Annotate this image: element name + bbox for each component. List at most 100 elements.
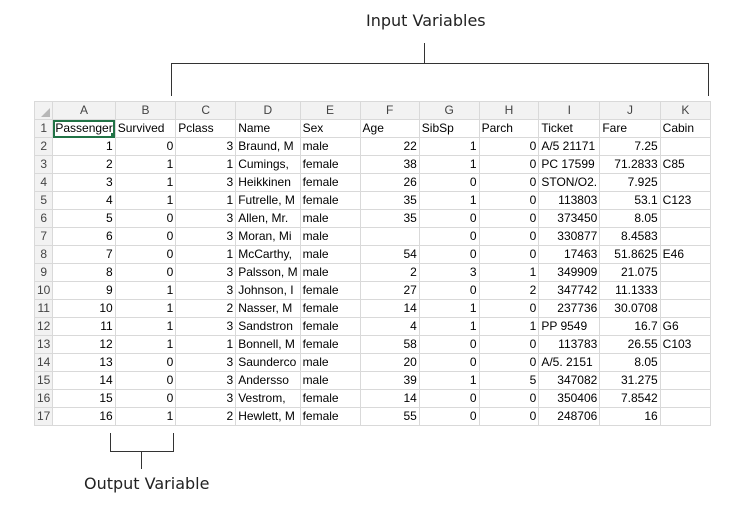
cell[interactable]: 1: [478, 263, 540, 282]
cell[interactable]: 30.0708: [599, 299, 661, 318]
cell[interactable]: 3: [52, 173, 116, 192]
header-cell[interactable]: Passenger: [52, 119, 116, 138]
cell[interactable]: 0: [114, 263, 177, 282]
cell[interactable]: 0: [478, 173, 540, 192]
cell[interactable]: 0: [114, 371, 177, 390]
cell[interactable]: 0: [114, 137, 177, 156]
cell[interactable]: 1: [114, 173, 177, 192]
cell[interactable]: 55: [359, 407, 420, 426]
cell[interactable]: 71.2833: [599, 155, 661, 174]
cell[interactable]: 7.925: [599, 173, 661, 192]
cell[interactable]: female: [299, 389, 361, 408]
column-header[interactable]: A: [52, 101, 116, 120]
cell[interactable]: 1: [175, 245, 237, 264]
cell[interactable]: male: [299, 371, 361, 390]
column-header[interactable]: D: [235, 101, 301, 120]
cell[interactable]: 0: [418, 353, 480, 372]
cell[interactable]: female: [299, 281, 361, 300]
cell[interactable]: female: [299, 407, 361, 426]
cell[interactable]: 26.55: [599, 335, 661, 354]
cell[interactable]: 2: [175, 299, 237, 318]
cell[interactable]: 17463: [538, 245, 601, 264]
cell[interactable]: 8.4583: [599, 227, 661, 246]
cell[interactable]: Andersso: [235, 371, 301, 390]
header-cell[interactable]: Sex: [299, 119, 361, 138]
cell[interactable]: C123: [659, 191, 711, 210]
cell[interactable]: 0: [114, 227, 177, 246]
cell[interactable]: 14: [52, 371, 116, 390]
row-header[interactable]: 1: [34, 119, 54, 138]
cell[interactable]: 3: [175, 173, 237, 192]
row-header[interactable]: 6: [34, 209, 54, 228]
cell[interactable]: Bonnell, M: [235, 335, 301, 354]
cell[interactable]: 16: [599, 407, 661, 426]
cell[interactable]: 0: [418, 335, 480, 354]
cell[interactable]: 3: [175, 389, 237, 408]
cell[interactable]: 1: [478, 317, 540, 336]
cell[interactable]: male: [299, 227, 361, 246]
cell[interactable]: 16.7: [599, 317, 661, 336]
cell[interactable]: 350406: [538, 389, 601, 408]
cell[interactable]: female: [299, 335, 361, 354]
cell[interactable]: female: [299, 191, 361, 210]
row-header[interactable]: 11: [34, 299, 54, 318]
header-cell[interactable]: Survived: [114, 119, 177, 138]
row-header[interactable]: 7: [34, 227, 54, 246]
cell[interactable]: male: [299, 209, 361, 228]
cell[interactable]: 113803: [538, 191, 601, 210]
cell[interactable]: [659, 281, 711, 300]
cell[interactable]: 35: [359, 191, 420, 210]
cell[interactable]: [659, 173, 711, 192]
cell[interactable]: G6: [659, 317, 711, 336]
column-header[interactable]: F: [359, 101, 420, 120]
cell[interactable]: C85: [659, 155, 711, 174]
cell[interactable]: 7.8542: [599, 389, 661, 408]
row-header[interactable]: 4: [34, 173, 54, 192]
cell[interactable]: 10: [52, 299, 116, 318]
cell[interactable]: [659, 389, 711, 408]
cell[interactable]: Heikkinen: [235, 173, 301, 192]
cell[interactable]: female: [299, 173, 361, 192]
cell[interactable]: 0: [478, 389, 540, 408]
cell[interactable]: 20: [359, 353, 420, 372]
cell[interactable]: Johnson, I: [235, 281, 301, 300]
cell[interactable]: 1: [175, 335, 237, 354]
cell[interactable]: 0: [478, 209, 540, 228]
cell[interactable]: 2: [52, 155, 116, 174]
cell[interactable]: 0: [418, 209, 480, 228]
cell[interactable]: 5: [478, 371, 540, 390]
cell[interactable]: 7.25: [599, 137, 661, 156]
cell[interactable]: 0: [478, 191, 540, 210]
cell[interactable]: Nasser, M: [235, 299, 301, 318]
header-cell[interactable]: SibSp: [418, 119, 480, 138]
column-header[interactable]: J: [599, 101, 661, 120]
column-header[interactable]: C: [175, 101, 237, 120]
cell[interactable]: 0: [114, 245, 177, 264]
cell[interactable]: female: [299, 155, 361, 174]
cell[interactable]: 26: [359, 173, 420, 192]
cell[interactable]: 7: [52, 245, 116, 264]
cell[interactable]: 349909: [538, 263, 601, 282]
cell[interactable]: 9: [52, 281, 116, 300]
cell[interactable]: 3: [175, 209, 237, 228]
cell[interactable]: Vestrom,: [235, 389, 301, 408]
cell[interactable]: [659, 263, 711, 282]
cell[interactable]: 3: [175, 227, 237, 246]
cell[interactable]: 0: [478, 299, 540, 318]
cell[interactable]: [659, 353, 711, 372]
cell[interactable]: female: [299, 317, 361, 336]
cell[interactable]: 0: [478, 137, 540, 156]
cell[interactable]: 373450: [538, 209, 601, 228]
cell[interactable]: 347742: [538, 281, 601, 300]
cell[interactable]: 0: [478, 407, 540, 426]
cell[interactable]: 0: [418, 227, 480, 246]
cell[interactable]: 1: [114, 407, 177, 426]
cell[interactable]: 3: [175, 371, 237, 390]
cell[interactable]: 3: [175, 353, 237, 372]
row-header[interactable]: 12: [34, 317, 54, 336]
cell[interactable]: 22: [359, 137, 420, 156]
cell[interactable]: 21.075: [599, 263, 661, 282]
row-header[interactable]: 13: [34, 335, 54, 354]
cell[interactable]: PP 9549: [538, 317, 601, 336]
cell[interactable]: 1: [418, 299, 480, 318]
